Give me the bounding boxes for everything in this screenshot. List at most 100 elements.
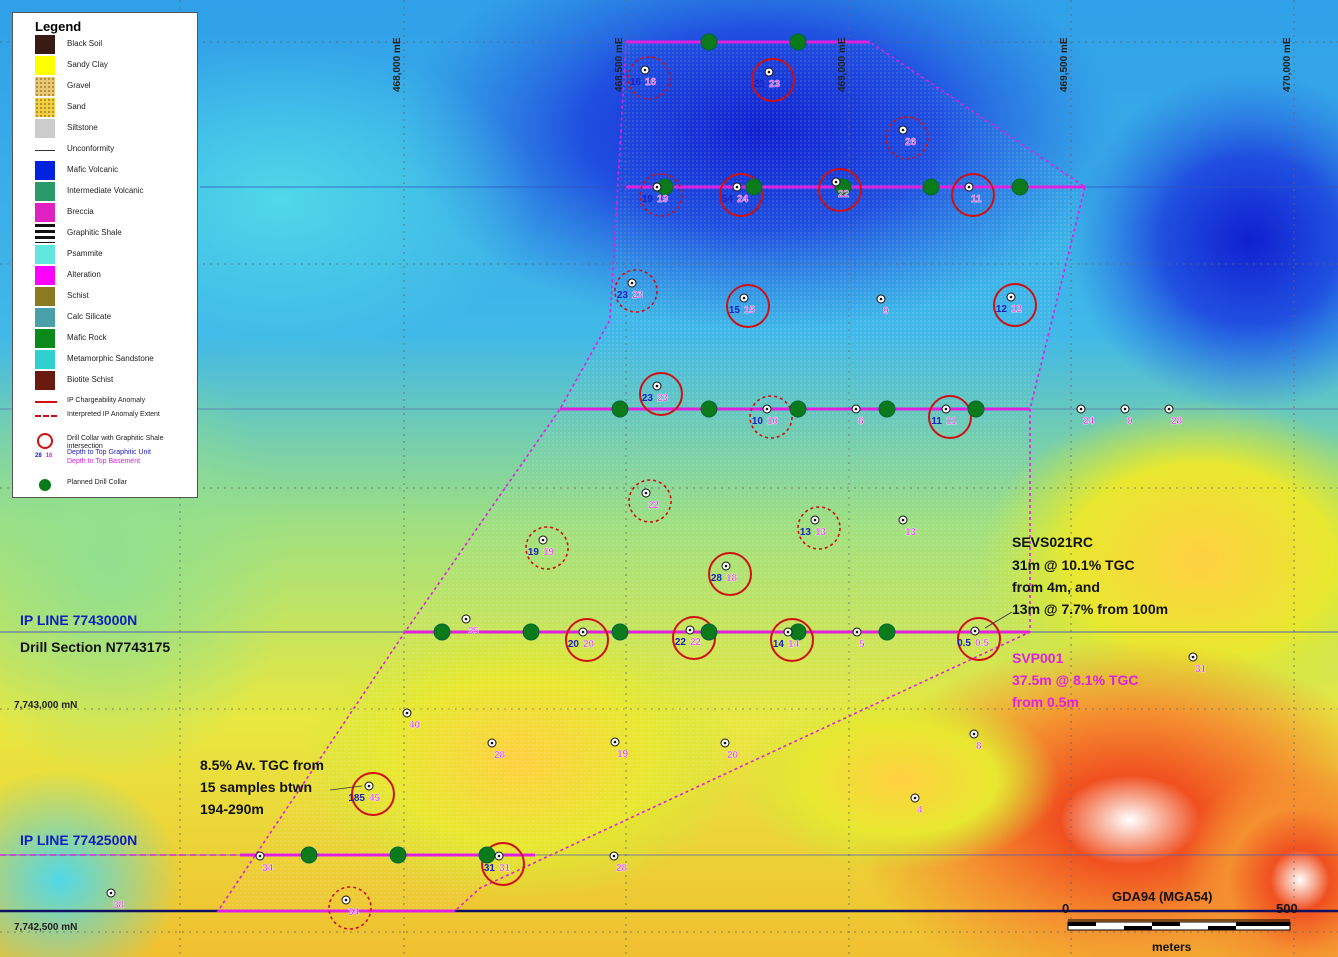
collar-center <box>541 538 545 542</box>
drill-collar[interactable]: 22 22 <box>675 625 702 648</box>
planned-collar-marker <box>522 623 540 641</box>
collar-center <box>464 617 468 621</box>
legend-item: Black Soil <box>35 35 195 54</box>
drill-collar[interactable]: 22 <box>831 177 850 200</box>
drill-collar[interactable]: 0.5 0.5 <box>957 626 990 649</box>
basement-depth-label: 23 <box>769 79 781 90</box>
drill-collar[interactable]: 11 11 <box>931 404 957 427</box>
drill-collar[interactable]: 34 <box>255 851 274 874</box>
ip-line-label: IP LINE 7743000N <box>20 612 138 628</box>
basement-depth-label: 28 <box>616 863 628 874</box>
easting-label: 469,500 mE <box>1059 37 1070 93</box>
drill-collar[interactable]: 10 10 <box>752 404 779 427</box>
sevs-result-line: 13m @ 7.7% from 100m <box>1012 601 1169 617</box>
basement-depth-label: 16 <box>645 77 657 88</box>
scale-start: 0 <box>1062 901 1070 916</box>
collar-center <box>643 68 647 72</box>
basement-depth-label: 40 <box>409 720 421 731</box>
legend-swatch <box>35 350 55 369</box>
sevs-result-title: SEVS021RC <box>1012 534 1093 550</box>
anomaly-ring <box>628 479 672 523</box>
graphitic-depth-label: 0.5 <box>957 638 971 649</box>
graphitic-depth-label: 54 <box>722 194 734 205</box>
anomaly-ring <box>719 173 763 217</box>
drill-collar[interactable]: 4 <box>910 793 923 816</box>
drill-collar[interactable]: 28 18 <box>711 561 738 584</box>
drill-collar[interactable]: 28 <box>609 851 628 874</box>
drill-collar[interactable]: 22 <box>641 488 660 511</box>
basement-depth-label: 22 <box>690 637 702 648</box>
basement-depth-label: 4 <box>917 805 923 816</box>
collar-center <box>1123 407 1127 411</box>
drill-collar[interactable]: 23 23 <box>617 278 644 301</box>
legend-item: Gravel <box>35 77 195 96</box>
legend-item: Schist <box>35 287 195 306</box>
drill-collar[interactable]: 0 <box>1120 404 1133 427</box>
drill-collar[interactable]: 54 24 <box>722 182 749 205</box>
drill-collar[interactable]: 34 <box>341 895 360 918</box>
anomaly-ring <box>797 506 841 550</box>
drill-collar[interactable]: 28 <box>487 738 506 761</box>
drill-collar[interactable]: 19 19 <box>528 535 555 558</box>
drill-collar[interactable]: 26 <box>898 125 917 148</box>
drill-collar-icon <box>37 433 53 449</box>
drill-collar[interactable]: 20 20 <box>568 627 595 650</box>
drill-collar[interactable]: 28 <box>1164 404 1183 427</box>
anomaly-ring <box>614 269 658 313</box>
graphitic-depth-example: 28 <box>35 453 42 459</box>
collar-center <box>109 891 113 895</box>
drill-collar[interactable]: 19 19 <box>642 182 669 205</box>
basement-depth-label: 13 <box>905 527 917 538</box>
graphitic-depth-label: 22 <box>675 637 687 648</box>
drill-collar[interactable]: 8 <box>969 729 982 752</box>
planned-collar-marker <box>1011 178 1029 196</box>
drill-collar[interactable]: 14 14 <box>773 627 800 650</box>
drill-collar[interactable]: 15 15 <box>729 293 756 316</box>
legend-symbol: Depth to Top Graphitic Unit <box>35 449 195 463</box>
collar-center <box>612 854 616 858</box>
legend-item: Alteration <box>35 266 195 285</box>
basement-depth-label: 34 <box>262 863 274 874</box>
drill-collar[interactable]: 40 <box>402 708 421 731</box>
drill-collar[interactable]: 185 45 <box>348 781 381 804</box>
basement-depth-label: 28 <box>1171 416 1183 427</box>
drill-collar[interactable]: 20 <box>720 738 739 761</box>
basement-depth-label: 31 <box>499 863 511 874</box>
legend-item: Siltstone <box>35 119 195 138</box>
drill-collar[interactable]: 23 23 <box>642 381 669 404</box>
basement-depth-label: 28 <box>494 750 506 761</box>
drill-section-label: Drill Section N7743175 <box>20 639 171 655</box>
drill-collar[interactable]: 11 <box>964 182 982 205</box>
drill-collar[interactable]: 8 <box>851 404 864 427</box>
drill-collar[interactable]: 12 12 <box>996 292 1023 315</box>
graphitic-depth-label: 10 <box>752 416 764 427</box>
drill-collar[interactable]: 19 <box>610 737 629 760</box>
drill-collar[interactable]: 31 <box>1188 652 1207 675</box>
drill-collar[interactable]: 24 <box>1076 404 1095 427</box>
drill-collar[interactable]: 13 13 <box>800 515 827 538</box>
drill-collar[interactable]: 5 <box>852 627 865 650</box>
legend-title: Legend <box>35 19 82 34</box>
drill-collar[interactable]: 31 31 <box>484 851 511 874</box>
annotation-leader <box>984 611 1013 629</box>
basement-depth-label: 11 <box>946 416 957 427</box>
legend-label: Intermediate Volcanic <box>67 186 144 195</box>
drill-collar[interactable]: 9 <box>876 294 889 317</box>
drill-collar[interactable]: 23 23 <box>754 67 781 90</box>
drill-collar[interactable]: 35 <box>461 614 480 637</box>
graphitic-depth-label: 16 <box>630 77 642 88</box>
basement-depth-label: 45 <box>369 793 381 804</box>
anomaly-ring <box>481 842 525 886</box>
basement-depth-label: 20 <box>583 639 595 650</box>
legend-swatch <box>35 161 55 180</box>
graphitic-depth-label: 14 <box>773 639 785 650</box>
legend-swatch <box>35 119 55 138</box>
legend-label: Sandy Clay <box>67 60 108 69</box>
drill-collar[interactable]: 16 16 <box>630 65 657 88</box>
drill-collar[interactable]: 13 <box>898 515 917 538</box>
legend-item: Breccia <box>35 203 195 222</box>
drill-collar[interactable]: 38 <box>106 888 125 911</box>
collar-center <box>1079 407 1083 411</box>
legend-item: Psammite <box>35 245 195 264</box>
